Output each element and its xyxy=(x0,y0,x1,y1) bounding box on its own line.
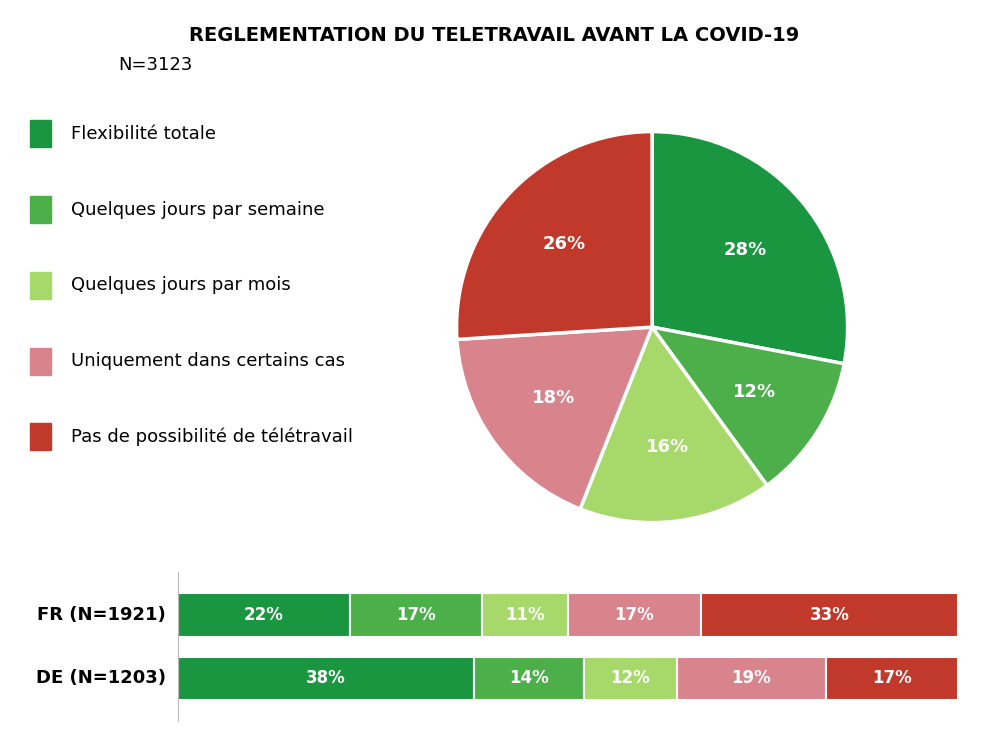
FancyBboxPatch shape xyxy=(30,120,50,147)
Text: 19%: 19% xyxy=(732,669,772,687)
Text: 17%: 17% xyxy=(615,606,654,624)
Text: 16%: 16% xyxy=(646,438,689,456)
FancyBboxPatch shape xyxy=(30,196,50,223)
FancyBboxPatch shape xyxy=(30,423,50,450)
Text: 14%: 14% xyxy=(509,669,549,687)
Text: Uniquement dans certains cas: Uniquement dans certains cas xyxy=(71,352,346,370)
Wedge shape xyxy=(456,132,652,339)
Bar xyxy=(178,656,474,700)
Bar xyxy=(584,656,678,700)
Bar xyxy=(568,593,700,637)
Bar xyxy=(678,656,826,700)
Text: N=3123: N=3123 xyxy=(119,56,193,74)
Text: 11%: 11% xyxy=(505,606,545,624)
Bar xyxy=(700,593,958,637)
Text: Quelques jours par semaine: Quelques jours par semaine xyxy=(71,201,325,219)
Wedge shape xyxy=(456,327,652,509)
Text: 28%: 28% xyxy=(724,241,767,259)
Wedge shape xyxy=(580,327,767,523)
Bar xyxy=(350,593,482,637)
FancyBboxPatch shape xyxy=(30,272,50,299)
Text: 17%: 17% xyxy=(396,606,436,624)
Text: 26%: 26% xyxy=(542,235,585,253)
Bar xyxy=(826,656,958,700)
Text: DE (N=1203): DE (N=1203) xyxy=(37,669,166,687)
Bar xyxy=(474,656,584,700)
Text: 22%: 22% xyxy=(244,606,284,624)
Text: 38%: 38% xyxy=(306,669,346,687)
Text: 17%: 17% xyxy=(872,669,912,687)
Text: 33%: 33% xyxy=(809,606,850,624)
Wedge shape xyxy=(652,327,844,485)
Text: 18%: 18% xyxy=(533,390,576,408)
Text: Flexibilité totale: Flexibilité totale xyxy=(71,125,216,143)
Wedge shape xyxy=(652,132,848,364)
Text: Quelques jours par mois: Quelques jours par mois xyxy=(71,277,291,294)
Text: 12%: 12% xyxy=(733,383,776,401)
Bar xyxy=(482,593,568,637)
Text: Pas de possibilité de télétravail: Pas de possibilité de télétravail xyxy=(71,428,354,446)
FancyBboxPatch shape xyxy=(30,347,50,374)
Text: 12%: 12% xyxy=(611,669,650,687)
Text: REGLEMENTATION DU TELETRAVAIL AVANT LA COVID-19: REGLEMENTATION DU TELETRAVAIL AVANT LA C… xyxy=(189,26,799,45)
Text: FR (N=1921): FR (N=1921) xyxy=(38,606,166,624)
Bar xyxy=(178,593,350,637)
